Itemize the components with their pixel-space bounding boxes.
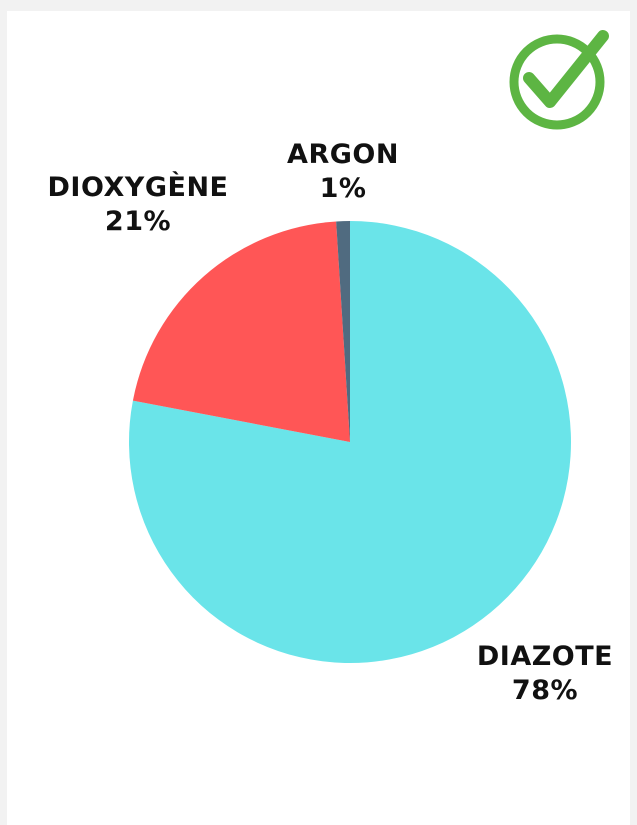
label-dioxygene: DIOXYGÈNE 21% — [38, 171, 238, 239]
label-dioxygene-value: 21% — [104, 206, 172, 237]
check-circle-icon — [509, 30, 609, 130]
pie-slices — [128, 221, 571, 664]
label-argon-name: ARGON — [287, 139, 399, 170]
pie-slice-dioxygene — [132, 221, 350, 442]
pie-slice-diazote — [128, 221, 571, 664]
label-diazote-value: 78% — [511, 675, 579, 706]
label-argon-value: 1% — [319, 173, 367, 204]
label-dioxygene-name: DIOXYGÈNE — [47, 172, 229, 203]
label-diazote-name: DIAZOTE — [476, 641, 614, 672]
label-argon: ARGON 1% — [283, 138, 403, 206]
pie-slice-argon — [336, 221, 350, 442]
label-diazote: DIAZOTE 78% — [470, 640, 620, 708]
